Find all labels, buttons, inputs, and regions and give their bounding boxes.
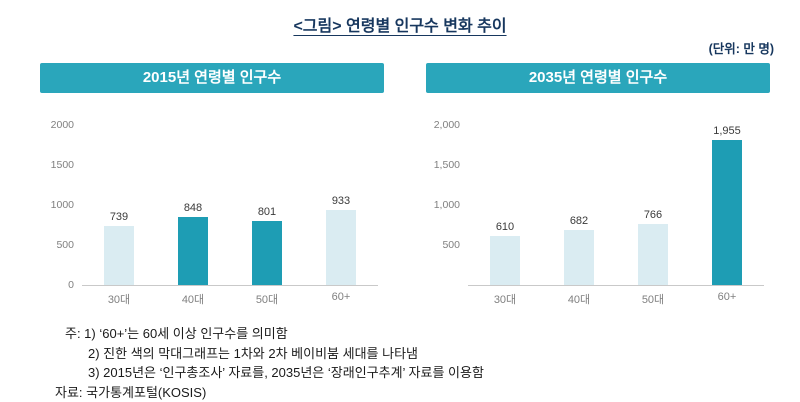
category-label: 50대 xyxy=(256,291,278,307)
footnote-2: 2) 진한 색의 막대그래프는 1차와 2차 베이비붐 세대를 나타냄 xyxy=(55,344,800,364)
bar-value-label: 933 xyxy=(332,195,350,207)
y-tick-label: 2000 xyxy=(51,119,74,131)
bar-value-label: 682 xyxy=(570,215,588,227)
unit-label: (단위: 만 명) xyxy=(0,38,800,57)
bar xyxy=(564,230,594,285)
footnotes: 주: 1) ‘60+’는 60세 이상 인구수를 의미함 2) 진한 색의 막대… xyxy=(0,324,800,402)
bar xyxy=(252,221,282,285)
bar xyxy=(178,217,208,285)
bar-value-label: 848 xyxy=(184,202,202,214)
bar xyxy=(638,224,668,285)
y-tick-label: 1000 xyxy=(51,199,74,211)
y-tick-label: 1,000 xyxy=(434,199,460,211)
category-label: 50대 xyxy=(642,291,664,307)
chart-header-2035: 2035년 연령별 인구수 xyxy=(426,63,770,93)
y-tick-label: 1500 xyxy=(51,159,74,171)
y-tick-label: 2,000 xyxy=(434,119,460,131)
category-label: 30대 xyxy=(108,291,130,307)
category-label: 30대 xyxy=(494,291,516,307)
y-tick-label: 500 xyxy=(442,239,460,251)
bar xyxy=(326,210,356,285)
bar xyxy=(490,236,520,285)
bar-value-label: 1,955 xyxy=(713,125,741,137)
bar-value-label: 801 xyxy=(258,206,276,218)
bar-value-label: 739 xyxy=(110,211,128,223)
bar xyxy=(104,226,134,285)
category-label: 40대 xyxy=(568,291,590,307)
bar xyxy=(712,140,742,285)
category-label: 40대 xyxy=(182,291,204,307)
source-line: 자료: 국가통계포털(KOSIS) xyxy=(55,383,800,402)
bar-value-label: 610 xyxy=(496,221,514,233)
footnote-3: 3) 2015년은 ‘인구총조사’ 자료를, 2035년은 ‘장래인구추계’ 자… xyxy=(55,363,800,383)
category-label: 60+ xyxy=(332,291,351,303)
category-label: 60+ xyxy=(718,291,737,303)
y-tick-label: 0 xyxy=(68,279,74,291)
y-tick-label: 1,500 xyxy=(434,159,460,171)
bar-value-label: 766 xyxy=(644,209,662,221)
footnote-1: 주: 1) ‘60+’는 60세 이상 인구수를 의미함 xyxy=(55,324,800,344)
chart-header-2015: 2015년 연령별 인구수 xyxy=(40,63,384,93)
y-tick-label: 500 xyxy=(56,239,74,251)
figure-title: <그림> 연령별 인구수 변화 추이 xyxy=(0,0,800,36)
